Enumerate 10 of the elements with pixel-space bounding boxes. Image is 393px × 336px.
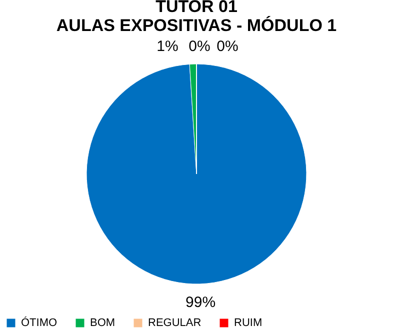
- pie-slice: [86, 64, 307, 284]
- text: 0%: [188, 38, 210, 55]
- data-label: 99%: [186, 294, 216, 311]
- legend-label: RUIM: [234, 317, 262, 329]
- chart-title: TUTOR 01 AULAS EXPOSITIVAS - MÓDULO 1: [56, 0, 337, 35]
- legend-label: ÓTIMO: [21, 316, 58, 329]
- data-label: 1%: [156, 38, 178, 56]
- legend-label: REGULAR: [148, 317, 202, 329]
- legend-label: BOM: [90, 317, 116, 329]
- text: 0%: [216, 38, 238, 55]
